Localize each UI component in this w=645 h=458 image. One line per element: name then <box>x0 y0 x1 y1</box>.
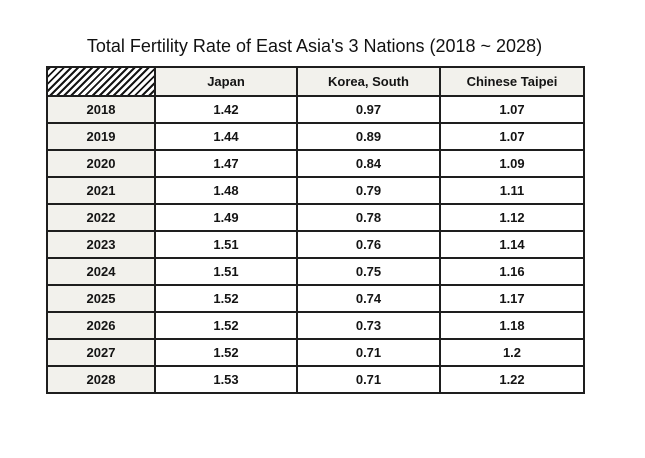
year-cell: 2027 <box>46 338 156 367</box>
value-cell-chinese-taipei-2025: 1.17 <box>439 284 585 313</box>
table-row-2025: 2025 1.52 0.74 1.17 <box>46 284 585 313</box>
table-row-2026: 2026 1.52 0.73 1.18 <box>46 311 585 340</box>
year-cell: 2026 <box>46 311 156 340</box>
year-cell: 2025 <box>46 284 156 313</box>
column-header-chinese-taipei: Chinese Taipei <box>439 66 585 97</box>
value-cell-japan-2021: 1.48 <box>154 176 298 205</box>
table-header-row: Japan Korea, South Chinese Taipei <box>46 66 585 97</box>
fertility-table: Japan Korea, South Chinese Taipei 2018 1.42… <box>46 66 585 394</box>
value-cell-chinese-taipei-2023: 1.14 <box>439 230 585 259</box>
value-cell-korea-south-2019: 0.89 <box>296 122 441 151</box>
value-cell-korea-south-2021: 0.79 <box>296 176 441 205</box>
value-cell-japan-2020: 1.47 <box>154 149 298 178</box>
value-cell-japan-2025: 1.52 <box>154 284 298 313</box>
value-cell-japan-2022: 1.49 <box>154 203 298 232</box>
table-row-2019: 2019 1.44 0.89 1.07 <box>46 122 585 151</box>
value-cell-korea-south-2024: 0.75 <box>296 257 441 286</box>
value-cell-chinese-taipei-2026: 1.18 <box>439 311 585 340</box>
year-cell: 2020 <box>46 149 156 178</box>
year-cell: 2022 <box>46 203 156 232</box>
table-row-2022: 2022 1.49 0.78 1.12 <box>46 203 585 232</box>
value-cell-chinese-taipei-2022: 1.12 <box>439 203 585 232</box>
year-cell: 2024 <box>46 257 156 286</box>
table-row-2028: 2028 1.53 0.71 1.22 <box>46 365 585 394</box>
value-cell-chinese-taipei-2018: 1.07 <box>439 95 585 124</box>
column-header-japan: Japan <box>154 66 298 97</box>
value-cell-korea-south-2020: 0.84 <box>296 149 441 178</box>
year-cell: 2023 <box>46 230 156 259</box>
value-cell-korea-south-2026: 0.73 <box>296 311 441 340</box>
value-cell-korea-south-2025: 0.74 <box>296 284 441 313</box>
value-cell-japan-2027: 1.52 <box>154 338 298 367</box>
value-cell-japan-2024: 1.51 <box>154 257 298 286</box>
value-cell-korea-south-2018: 0.97 <box>296 95 441 124</box>
corner-hatch-cell <box>46 66 156 97</box>
value-cell-korea-south-2022: 0.78 <box>296 203 441 232</box>
table-row-2021: 2021 1.48 0.79 1.11 <box>46 176 585 205</box>
value-cell-chinese-taipei-2019: 1.07 <box>439 122 585 151</box>
table-row-2018: 2018 1.42 0.97 1.07 <box>46 95 585 124</box>
value-cell-chinese-taipei-2024: 1.16 <box>439 257 585 286</box>
table-body: 2018 1.42 0.97 1.07 2019 1.44 0.89 1.07 2020 1.47… <box>46 95 585 394</box>
value-cell-japan-2026: 1.52 <box>154 311 298 340</box>
value-cell-chinese-taipei-2028: 1.22 <box>439 365 585 394</box>
year-cell: 2019 <box>46 122 156 151</box>
value-cell-japan-2028: 1.53 <box>154 365 298 394</box>
value-cell-japan-2019: 1.44 <box>154 122 298 151</box>
year-cell: 2018 <box>46 95 156 124</box>
value-cell-chinese-taipei-2020: 1.09 <box>439 149 585 178</box>
value-cell-japan-2023: 1.51 <box>154 230 298 259</box>
value-cell-korea-south-2028: 0.71 <box>296 365 441 394</box>
value-cell-korea-south-2023: 0.76 <box>296 230 441 259</box>
table-row-2023: 2023 1.51 0.76 1.14 <box>46 230 585 259</box>
year-cell: 2028 <box>46 365 156 394</box>
table-row-2027: 2027 1.52 0.71 1.2 <box>46 338 585 367</box>
table-header: Japan Korea, South Chinese Taipei <box>46 66 585 97</box>
value-cell-korea-south-2027: 0.71 <box>296 338 441 367</box>
chart-title: Total Fertility Rate of East Asia's 3 Na… <box>86 36 543 56</box>
value-cell-japan-2018: 1.42 <box>154 95 298 124</box>
value-cell-chinese-taipei-2027: 1.2 <box>439 338 585 367</box>
value-cell-chinese-taipei-2021: 1.11 <box>439 176 585 205</box>
year-cell: 2021 <box>46 176 156 205</box>
column-header-korea-south: Korea, South <box>296 66 441 97</box>
table-row-2020: 2020 1.47 0.84 1.09 <box>46 149 585 178</box>
table-row-2024: 2024 1.51 0.75 1.16 <box>46 257 585 286</box>
